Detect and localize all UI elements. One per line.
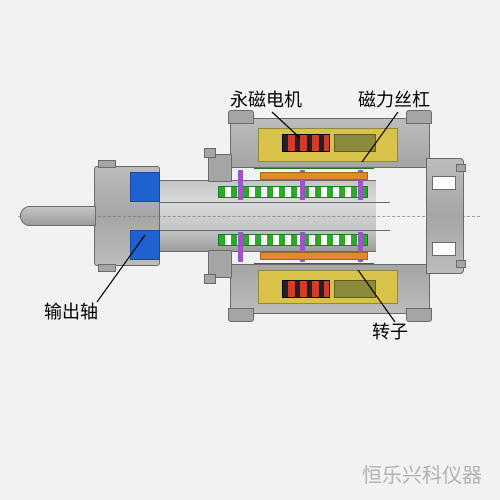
inner-shaft-line-bot xyxy=(160,230,390,231)
label-mag-screw: 磁力丝杠 xyxy=(358,86,430,112)
left-seal-bot xyxy=(130,230,160,260)
label-rotor: 转子 xyxy=(372,318,408,344)
right-slot-bot xyxy=(432,242,456,256)
label-pm-motor: 永磁电机 xyxy=(230,86,302,112)
cap-left-top xyxy=(228,110,254,124)
inner-shaft-line-top xyxy=(160,202,390,203)
cap-left-bot xyxy=(228,308,254,322)
olive-top xyxy=(334,134,376,152)
left-seal-top xyxy=(130,172,160,202)
cap-right-bot xyxy=(406,308,432,322)
rotor-sleeve-top xyxy=(260,172,368,180)
pm-motor-bot xyxy=(282,280,330,298)
right-slot-top xyxy=(432,176,456,190)
pin-1-bot xyxy=(238,232,243,262)
mid-housing-top xyxy=(208,154,232,182)
left-flange-ridge-top xyxy=(98,160,116,168)
right-end-bolt-bot xyxy=(456,260,466,268)
label-output-shaft: 输出轴 xyxy=(44,298,98,324)
mid-detail-bot xyxy=(204,274,216,284)
rotor-sleeve-bot xyxy=(260,252,368,260)
olive-bot xyxy=(334,280,376,298)
left-flange-ridge-bot xyxy=(98,264,116,272)
cap-right-top xyxy=(406,110,432,124)
pm-motor-top xyxy=(282,134,330,152)
mid-detail-top xyxy=(204,148,216,158)
pin-1-top xyxy=(238,170,243,200)
watermark-text: 恒乐兴科仪器 xyxy=(362,459,482,488)
diagram-canvas: 输出轴 永磁电机 磁力丝杠 转子 xyxy=(0,0,500,500)
right-end-bolt-top xyxy=(456,164,466,172)
output-shaft xyxy=(20,206,96,226)
